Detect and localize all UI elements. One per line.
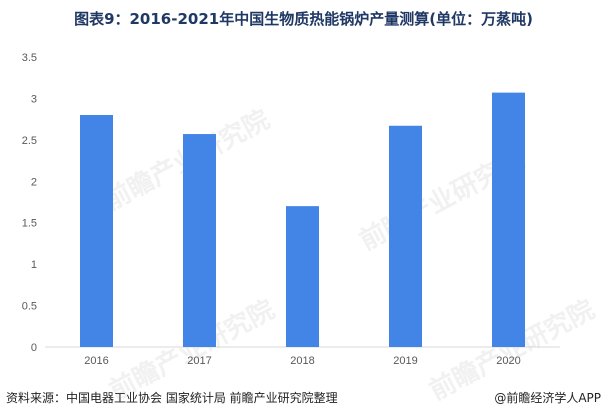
y-tick-label: 0 [31, 342, 37, 354]
y-tick-label: 1.5 [22, 218, 37, 230]
chart-title: 图表9：2016-2021年中国生物质热能锅炉产量测算(单位：万蒸吨) [74, 10, 533, 28]
x-tick-label: 2019 [393, 355, 417, 367]
x-tick-label: 2016 [84, 355, 108, 367]
y-tick-label: 2 [31, 176, 37, 188]
bar-2020 [492, 92, 525, 347]
bar-2016 [80, 115, 113, 347]
bar-2019 [389, 125, 422, 348]
y-tick-label: 0.5 [22, 301, 37, 313]
x-tick-label: 2017 [187, 355, 211, 367]
x-tick-label: 2018 [290, 355, 314, 367]
y-tick-label: 3 [31, 93, 37, 105]
bar-2017 [183, 134, 216, 347]
bar-2018 [286, 206, 319, 347]
x-tick-label: 2020 [496, 355, 520, 367]
brand-credit: @前瞻经济学人APP [494, 391, 601, 405]
y-tick-label: 1 [31, 259, 37, 271]
y-tick-label: 2.5 [22, 135, 37, 147]
y-tick-label: 3.5 [22, 52, 37, 64]
source-note: 资料来源：中国电器工业协会 国家统计局 前瞻产业研究院整理 [6, 391, 338, 405]
